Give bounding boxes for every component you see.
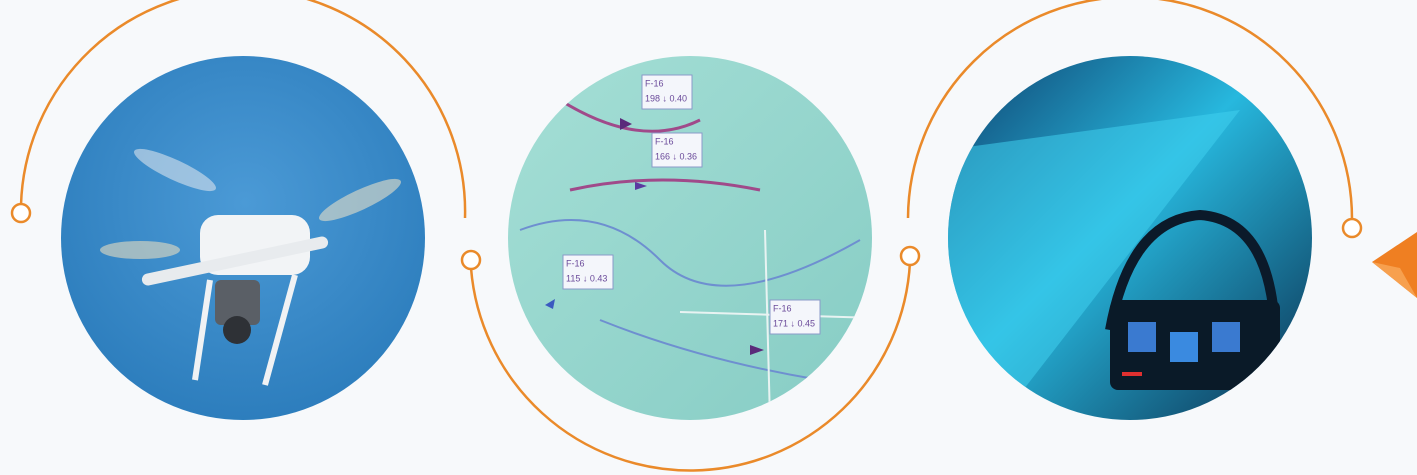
map-tag: F-16 198 ↓ 0.40 bbox=[642, 75, 692, 109]
node bbox=[462, 251, 480, 269]
tag-name: F-16 bbox=[645, 78, 664, 88]
page: F-16 198 ↓ 0.40 F-16 166 ↓ 0.36 F-16 115 ↓ 0.… bbox=[0, 0, 1417, 475]
tag-name: F-16 bbox=[773, 303, 792, 313]
map-tag: F-16 115 ↓ 0.43 bbox=[563, 255, 613, 289]
cockpit-image bbox=[945, 55, 1315, 425]
paper-plane bbox=[1372, 232, 1417, 298]
node bbox=[12, 204, 30, 222]
node bbox=[1343, 219, 1361, 237]
map-image: F-16 198 ↓ 0.40 F-16 166 ↓ 0.36 F-16 115 ↓ 0.… bbox=[505, 55, 875, 425]
node bbox=[901, 247, 919, 265]
tag-reading: 198 ↓ 0.40 bbox=[645, 93, 687, 103]
drone-image bbox=[60, 55, 430, 425]
tag-reading: 166 ↓ 0.36 bbox=[655, 151, 697, 161]
tag-reading: 171 ↓ 0.45 bbox=[773, 318, 815, 328]
tag-name: F-16 bbox=[655, 136, 674, 146]
tag-name: F-16 bbox=[566, 258, 585, 268]
map-tag: F-16 171 ↓ 0.45 bbox=[770, 300, 820, 334]
tag-reading: 115 ↓ 0.43 bbox=[566, 273, 607, 283]
map-tag: F-16 166 ↓ 0.36 bbox=[652, 133, 702, 167]
